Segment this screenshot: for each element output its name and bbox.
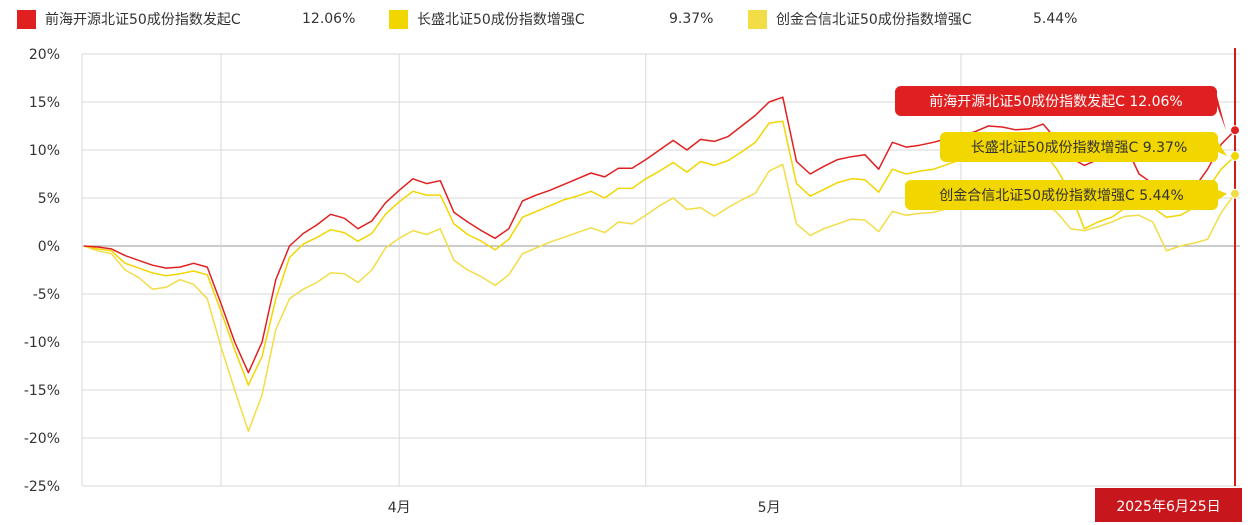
grid — [81, 53, 1240, 487]
callout-label: 长盛北证50成份指数增强C 9.37% — [971, 140, 1188, 156]
legend-label: 创金合信北证50成份指数增强C — [776, 12, 972, 28]
callout-box — [940, 132, 1218, 162]
callout-label: 创金合信北证50成份指数增强C 5.44% — [939, 188, 1184, 204]
y-axis: 20% 15% 10% 5% 0% -5% -10% -15% -20% -25% — [24, 47, 60, 495]
y-tick-label: -10% — [24, 335, 60, 351]
legend-value: 9.37% — [669, 11, 714, 27]
callouts: 前海开源北证50成份指数发起C 12.06% 长盛北证50成份指数增强C 9.37… — [895, 86, 1227, 210]
y-tick-label: -15% — [24, 383, 60, 399]
callout-box — [905, 180, 1218, 210]
legend-label: 长盛北证50成份指数增强C — [417, 12, 585, 28]
y-tick-label: 10% — [29, 143, 60, 159]
legend-value: 12.06% — [302, 11, 356, 27]
crosshair: 2025年6月25日 — [1095, 48, 1242, 522]
y-tick-label: -5% — [33, 287, 60, 303]
legend: 前海开源北证50成份指数发起C 12.06% 长盛北证50成份指数增强C 9.3… — [0, 0, 1260, 40]
legend-item-series2[interactable]: 长盛北证50成份指数增强C 9.37% — [389, 9, 713, 29]
end-point-1 — [1230, 125, 1240, 136]
y-tick-label: 5% — [38, 191, 60, 207]
end-point-2 — [1230, 151, 1240, 162]
y-tick-label: 15% — [29, 95, 60, 111]
legend-value: 5.44% — [1033, 11, 1078, 27]
y-tick-label: 0% — [38, 239, 60, 255]
x-tick-label: 5月 — [758, 500, 781, 516]
legend-item-series1[interactable]: 前海开源北证50成份指数发起C 12.06% — [17, 9, 355, 29]
callout-pointer — [1217, 96, 1226, 131]
y-tick-label: -25% — [24, 479, 60, 495]
legend-label: 前海开源北证50成份指数发起C — [45, 12, 241, 28]
legend-swatch-light-yellow — [748, 9, 767, 29]
legend-item-series3[interactable]: 创金合信北证50成份指数增强C 5.44% — [748, 9, 1077, 29]
y-tick-label: 20% — [29, 47, 60, 63]
callout-pointer — [1218, 142, 1227, 156]
x-axis: 4月 5月 — [388, 500, 781, 516]
callout-box — [895, 86, 1217, 116]
legend-swatch-red — [17, 9, 36, 29]
legend-swatch-yellow — [389, 9, 408, 29]
end-point-3 — [1230, 188, 1240, 199]
callout-pointer — [1218, 190, 1227, 200]
series-line-1 — [83, 96, 1236, 374]
y-tick-label: -20% — [24, 431, 60, 447]
callout-label: 前海开源北证50成份指数发起C 12.06% — [929, 93, 1182, 110]
cursor-date-label: 2025年6月25日 — [1116, 499, 1220, 515]
cursor-date-box — [1095, 488, 1242, 522]
x-tick-label: 4月 — [388, 500, 411, 516]
